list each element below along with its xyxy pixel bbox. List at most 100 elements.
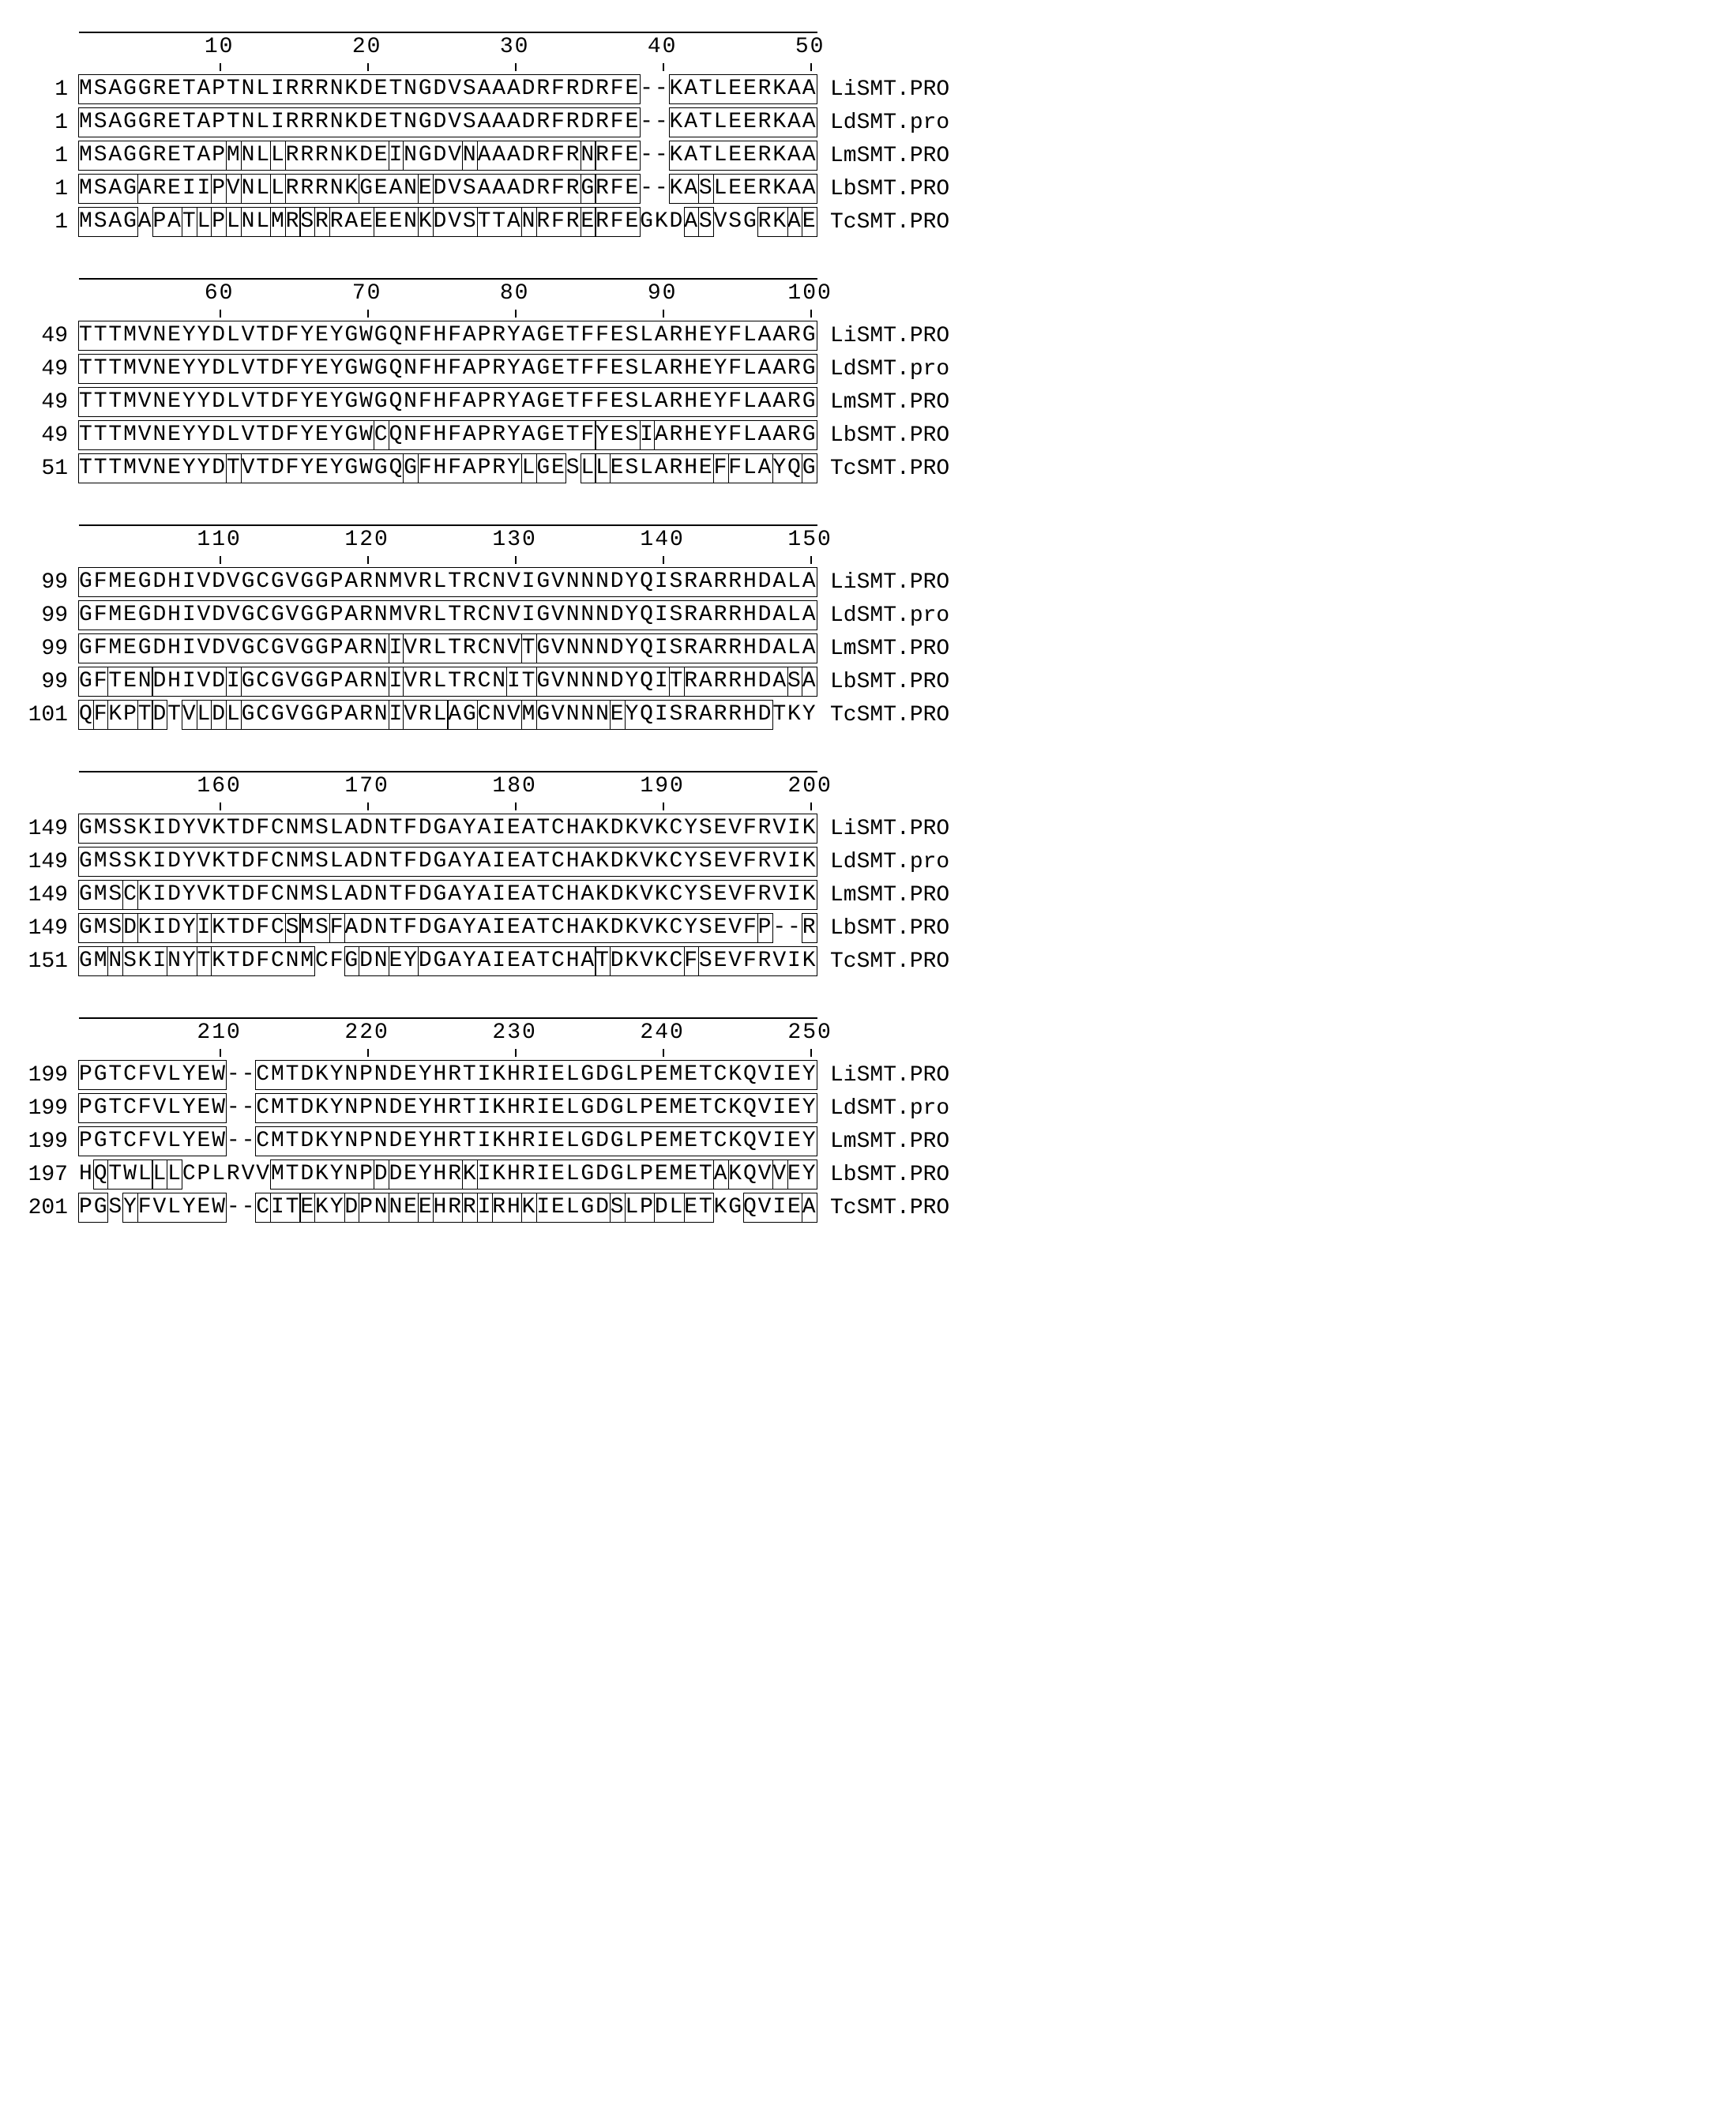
alignment-block: 160170180190200149GMSSKIDYVKTDFCNMSLADNT… bbox=[16, 771, 1720, 978]
sequence: GFMEGDHIVDVGCGVGGPARNMVRLTRCNVIGVNNNDYQI… bbox=[79, 599, 817, 632]
ruler-number: 120 bbox=[344, 528, 389, 552]
sequence-label: TcSMT.PRO bbox=[817, 703, 949, 727]
ruler-number: 50 bbox=[795, 35, 825, 59]
sequence-label: LiSMT.PRO bbox=[817, 324, 949, 348]
ruler-tick bbox=[663, 802, 664, 810]
sequence: GFMEGDHIVDVGCGVGGPARNMVRLTRCNVIGVNNNDYQI… bbox=[79, 566, 817, 599]
sequence-row: 201PGSYFVLYEW--CITEKYDPNNEEHRRIRHKIELGDS… bbox=[16, 1191, 1720, 1224]
ruler-number: 110 bbox=[197, 528, 241, 552]
sequence-label: LdSMT.pro bbox=[817, 603, 949, 628]
alignment-block: 10203040501MSAGGRETAPTNLIRRRNKDETNGDVSAA… bbox=[16, 32, 1720, 239]
sequence: TTTMVNEYYDTVTDFYEYGWGQGFHFAPRYLGESLLESLA… bbox=[79, 452, 817, 485]
ruler-tick bbox=[220, 63, 221, 71]
sequence-label: LiSMT.PRO bbox=[817, 1063, 949, 1088]
ruler-tick bbox=[367, 556, 369, 564]
sequence-row: 149GMSCKIDYVKTDFCNMSLADNTFDGAYAIEATCHAKD… bbox=[16, 878, 1720, 911]
sequence-row: 1MSAGGRETAPTNLIRRRNKDETNGDVSAAADRFRDRFE-… bbox=[16, 106, 1720, 139]
sequence: GFMEGDHIVDVGCGVGGPARNIVRLTRCNVTGVNNNDYQI… bbox=[79, 632, 817, 665]
ruler-number: 20 bbox=[352, 35, 382, 59]
sequence-row: 199PGTCFVLYEW--CMTDKYNPNDEYHRTIKHRIELGDG… bbox=[16, 1125, 1720, 1158]
ruler-row: 210220230240250 bbox=[16, 1017, 1720, 1057]
row-number: 1 bbox=[16, 144, 79, 168]
sequence-label: TcSMT.PRO bbox=[817, 1196, 949, 1220]
sequence-row: 49TTTMVNEYYDLVTDFYEYGWGQNFHFAPRYAGETFFES… bbox=[16, 352, 1720, 385]
row-number: 149 bbox=[16, 916, 79, 941]
sequence-label: LdSMT.pro bbox=[817, 1096, 949, 1121]
row-number: 1 bbox=[16, 111, 79, 135]
ruler-number: 250 bbox=[787, 1020, 832, 1045]
sequence: GMSSKIDYVKTDFCNMSLADNTFDGAYAIEATCHAKDKVK… bbox=[79, 812, 817, 845]
ruler-tick bbox=[515, 1049, 517, 1057]
row-number: 101 bbox=[16, 703, 79, 727]
ruler-number: 60 bbox=[205, 281, 235, 306]
ruler-tick bbox=[515, 556, 517, 564]
ruler-tick bbox=[367, 1049, 369, 1057]
row-number: 49 bbox=[16, 423, 79, 448]
alignment-block: 11012013014015099GFMEGDHIVDVGCGVGGPARNMV… bbox=[16, 524, 1720, 731]
sequence: GMSDKIDYIKTDFCSMSFADNTFDGAYAIEATCHAKDKVK… bbox=[79, 911, 817, 945]
sequence-label: LdSMT.pro bbox=[817, 111, 949, 135]
ruler-tick bbox=[220, 556, 221, 564]
sequence-row: 199PGTCFVLYEW--CMTDKYNPNDEYHRTIKHRIELGDG… bbox=[16, 1092, 1720, 1125]
sequence: GFTENDHIVDIGCGVGGPARNIVRLTRCNITGVNNNDYQI… bbox=[79, 665, 817, 698]
row-number: 197 bbox=[16, 1163, 79, 1187]
sequence-label: LdSMT.pro bbox=[817, 850, 949, 874]
sequence-row: 149GMSSKIDYVKTDFCNMSLADNTFDGAYAIEATCHAKD… bbox=[16, 812, 1720, 845]
ruler-row: 60708090100 bbox=[16, 278, 1720, 318]
sequence-label: LmSMT.PRO bbox=[817, 637, 949, 661]
sequence: MSAGGRETAPTNLIRRRNKDETNGDVSAAADRFRDRFE--… bbox=[79, 106, 817, 139]
ruler-number: 230 bbox=[492, 1020, 536, 1045]
row-number: 1 bbox=[16, 77, 79, 102]
sequence: MSAGGRETAPTNLIRRRNKDETNGDVSAAADRFRDRFE--… bbox=[79, 73, 817, 106]
sequence-label: TcSMT.PRO bbox=[817, 457, 949, 481]
sequence-label: LbSMT.PRO bbox=[817, 177, 949, 201]
row-number: 99 bbox=[16, 570, 79, 595]
row-number: 99 bbox=[16, 603, 79, 628]
ruler-tick bbox=[515, 802, 517, 810]
ruler-tick bbox=[367, 310, 369, 318]
sequence: TTTMVNEYYDLVTDFYEYGWGQNFHFAPRYAGETFFESLA… bbox=[79, 319, 817, 352]
ruler-number: 140 bbox=[640, 528, 684, 552]
ruler-tick bbox=[663, 1049, 664, 1057]
sequence-label: LmSMT.PRO bbox=[817, 144, 949, 168]
alignment-block: 6070809010049TTTMVNEYYDLVTDFYEYGWGQNFHFA… bbox=[16, 278, 1720, 485]
sequence: MSAGAPATLPLNLMRSRRAEEENKDVSTTANRFRERFEGK… bbox=[79, 205, 817, 239]
ruler-number: 180 bbox=[492, 774, 536, 799]
sequence: GMSCKIDYVKTDFCNMSLADNTFDGAYAIEATCHAKDKVK… bbox=[79, 878, 817, 911]
sequence: QFKPTDTVLDLGCGVGGPARNIVRLAGCNVMGVNNNEYQI… bbox=[79, 698, 817, 731]
ruler-number: 10 bbox=[205, 35, 235, 59]
row-number: 1 bbox=[16, 210, 79, 235]
ruler-tick bbox=[810, 63, 812, 71]
sequence-row: 49TTTMVNEYYDLVTDFYEYGWGQNFHFAPRYAGETFFES… bbox=[16, 385, 1720, 419]
sequence-row: 1MSAGGRETAPMNLLRRRNKDEINGDVNAAADRFRNRFE-… bbox=[16, 139, 1720, 172]
sequence-row: 49TTTMVNEYYDLVTDFYEYGWGQNFHFAPRYAGETFFES… bbox=[16, 319, 1720, 352]
ruler-number: 220 bbox=[344, 1020, 389, 1045]
sequence: TTTMVNEYYDLVTDFYEYGWGQNFHFAPRYAGETFFESLA… bbox=[79, 352, 817, 385]
ruler-row: 160170180190200 bbox=[16, 771, 1720, 810]
ruler-tick bbox=[810, 1049, 812, 1057]
sequence-label: LmSMT.PRO bbox=[817, 883, 949, 908]
ruler-tick bbox=[663, 556, 664, 564]
ruler-number: 90 bbox=[648, 281, 678, 306]
alignment-block: 210220230240250199PGTCFVLYEW--CMTDKYNPND… bbox=[16, 1017, 1720, 1224]
ruler-number: 200 bbox=[787, 774, 832, 799]
row-number: 199 bbox=[16, 1129, 79, 1154]
sequence-row: 151GMNSKINYTKTDFCNMCFGDNEYDGAYAIEATCHATD… bbox=[16, 945, 1720, 978]
sequence-row: 1MSAGAPATLPLNLMRSRRAEEENKDVSTTANRFRERFEG… bbox=[16, 205, 1720, 239]
row-number: 149 bbox=[16, 883, 79, 908]
sequence-label: LbSMT.PRO bbox=[817, 916, 949, 941]
row-number: 1 bbox=[16, 177, 79, 201]
sequence-row: 149GMSDKIDYIKTDFCSMSFADNTFDGAYAIEATCHAKD… bbox=[16, 911, 1720, 945]
row-number: 199 bbox=[16, 1063, 79, 1088]
ruler-tick bbox=[220, 802, 221, 810]
ruler-tick bbox=[515, 310, 517, 318]
ruler-number: 100 bbox=[787, 281, 832, 306]
sequence: TTTMVNEYYDLVTDFYEYGWGQNFHFAPRYAGETFFESLA… bbox=[79, 385, 817, 419]
sequence-row: 1MSAGAREIIPVNLLRRRNKGEANEDVSAAADRFRGRFE-… bbox=[16, 172, 1720, 205]
ruler-number: 210 bbox=[197, 1020, 241, 1045]
sequence-row: 1MSAGGRETAPTNLIRRRNKDETNGDVSAAADRFRDRFE-… bbox=[16, 73, 1720, 106]
ruler-number: 40 bbox=[648, 35, 678, 59]
ruler-tick bbox=[367, 802, 369, 810]
ruler-number: 170 bbox=[344, 774, 389, 799]
ruler-number: 70 bbox=[352, 281, 382, 306]
